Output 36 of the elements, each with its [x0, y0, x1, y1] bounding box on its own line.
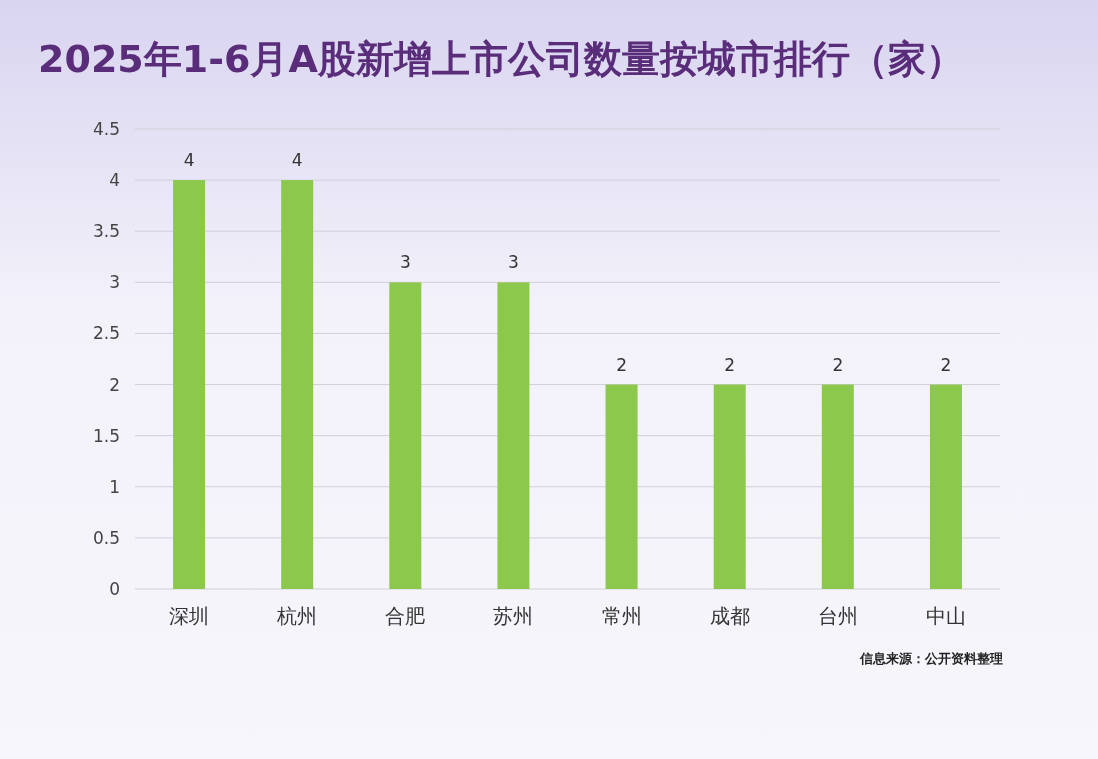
x-tick-label: 成都 — [709, 604, 750, 628]
data-label: 4 — [183, 150, 195, 171]
data-label: 3 — [508, 252, 519, 273]
x-tick-label: 常州 — [601, 604, 642, 628]
y-tick-label: 4.5 — [92, 119, 120, 139]
x-tick-label: 苏州 — [493, 604, 534, 628]
y-tick-label: 0 — [109, 579, 120, 599]
y-tick-label: 1.5 — [92, 425, 120, 446]
y-tick-label: 3.5 — [92, 221, 120, 242]
bar — [713, 384, 746, 589]
x-tick-label: 中山 — [925, 604, 966, 628]
chart-title: 2025年1-6月A股新增上市公司数量按城市排行（家） — [38, 37, 964, 81]
bar — [389, 282, 422, 589]
y-tick-label: 2.5 — [92, 323, 120, 344]
bar — [497, 282, 530, 589]
bar — [821, 384, 854, 589]
bar — [605, 384, 638, 589]
text: 信息来源：公开资料整理 — [859, 651, 1003, 666]
data-label: 2 — [940, 354, 952, 375]
bar — [173, 180, 206, 589]
y-tick-label: 1 — [109, 476, 120, 497]
x-tick-label: 合肥 — [385, 604, 426, 628]
y-tick-label: 4 — [109, 170, 120, 191]
data-label: 2 — [832, 354, 844, 375]
x-tick-label: 台州 — [817, 604, 858, 628]
y-tick-label: 2 — [109, 374, 120, 395]
bar — [281, 180, 314, 589]
y-tick-label: 3 — [109, 272, 120, 293]
data-label: 2 — [724, 354, 736, 375]
data-label: 2 — [616, 354, 627, 375]
data-label: 4 — [291, 150, 303, 171]
y-tick-label: 0.5 — [92, 527, 120, 548]
x-tick-label: 深圳 — [169, 604, 210, 628]
x-tick-label: 杭州 — [276, 604, 318, 628]
data-label: 3 — [399, 252, 411, 273]
bar — [929, 384, 962, 589]
